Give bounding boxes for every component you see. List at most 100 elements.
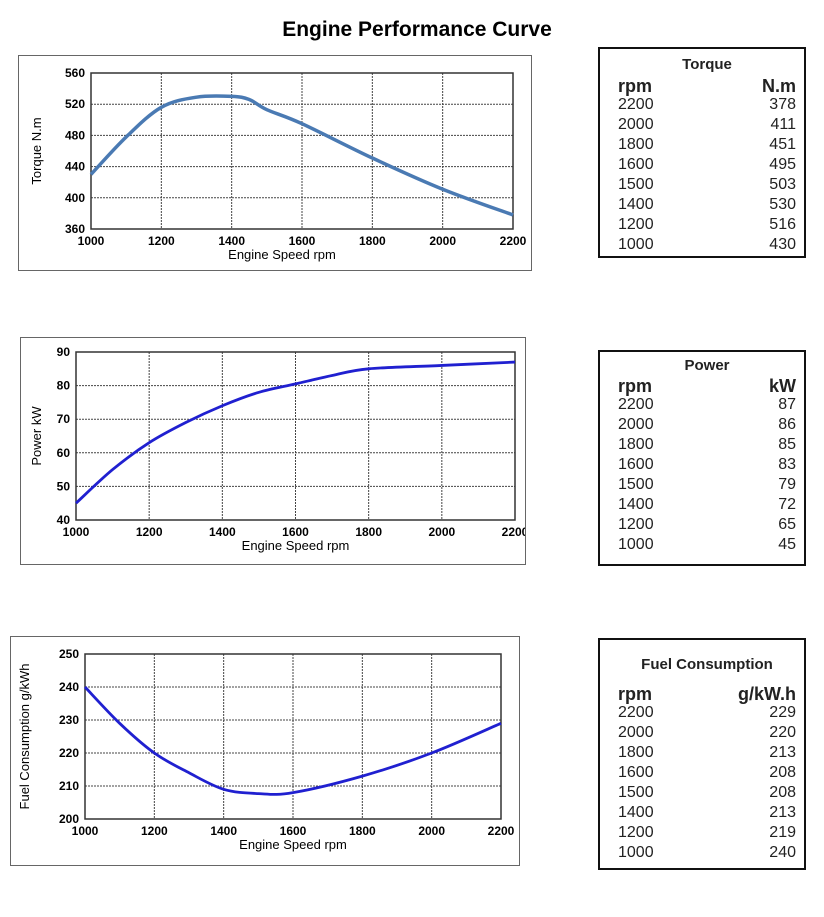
x-tick-label: 2000	[429, 234, 456, 248]
series-line	[83, 686, 502, 796]
x-tick-label: 1600	[280, 824, 307, 838]
col-rpm: rpm	[618, 376, 653, 396]
rpm-cell: 1600	[618, 764, 654, 781]
y-tick-label: 50	[57, 479, 71, 493]
y-tick-label: 220	[59, 746, 79, 760]
value-cell: 45	[778, 536, 796, 553]
x-tick-label: 1400	[218, 234, 245, 248]
value-cell: 72	[778, 496, 796, 513]
value-cell: 208	[769, 764, 796, 781]
rpm-cell: 1500	[618, 784, 654, 801]
table-row: 2200 229	[618, 703, 796, 723]
y-tick-label: 40	[57, 513, 71, 527]
power-chart: 1000 1200 1400 1600 1800 2000 2200 40 50 60 70 80 90…	[20, 337, 529, 565]
torque-table: Torque rpm N.m 2200 378 2000 411 1800 451 1600 49…	[598, 47, 806, 258]
y-tick-label: 90	[57, 345, 71, 359]
y-tick-label: 520	[65, 97, 85, 111]
x-axis-label: Engine Speed rpm	[228, 247, 336, 262]
value-cell: 530	[769, 196, 796, 213]
table-row: 2200 378	[618, 95, 796, 115]
table-row: 1000 45	[618, 535, 796, 555]
rpm-cell: 2200	[618, 704, 654, 721]
y-tick-label: 210	[59, 779, 79, 793]
rpm-cell: 1600	[618, 456, 654, 473]
table-row: 1000 240	[618, 843, 796, 863]
x-tick-label: 2000	[418, 824, 445, 838]
rpm-cell: 1400	[618, 496, 654, 513]
x-tick-label: 1200	[141, 824, 168, 838]
table-row: 1400 213	[618, 803, 796, 823]
y-axis-label: Power kW	[29, 406, 44, 466]
y-tick-label: 200	[59, 812, 79, 826]
rpm-cell: 1400	[618, 196, 654, 213]
table-row: 1400 72	[618, 495, 796, 515]
table-row: 1500 503	[618, 175, 796, 195]
table-header: rpm g/kW.h	[618, 685, 796, 703]
rpm-cell: 1500	[618, 476, 654, 493]
rpm-cell: 1800	[618, 744, 654, 761]
x-tick-label: 2000	[428, 525, 455, 539]
value-cell: 219	[769, 824, 796, 841]
rpm-cell: 1000	[618, 536, 654, 553]
rpm-cell: 1200	[618, 216, 654, 233]
x-tick-label: 1800	[355, 525, 382, 539]
table-title: Fuel Consumption	[641, 656, 773, 673]
x-axis-label: Engine Speed rpm	[242, 538, 350, 553]
table-row: 1000 430	[618, 235, 796, 255]
rpm-cell: 1800	[618, 436, 654, 453]
table-row: 1400 530	[618, 195, 796, 215]
y-tick-label: 240	[59, 680, 79, 694]
x-tick-label: 1400	[209, 525, 236, 539]
x-tick-label: 1400	[210, 824, 237, 838]
x-tick-label: 1800	[359, 234, 386, 248]
y-tick-label: 230	[59, 713, 79, 727]
value-cell: 516	[769, 216, 796, 233]
x-tick-label: 1600	[289, 234, 316, 248]
x-axis-label: Engine Speed rpm	[239, 837, 347, 852]
col-rpm: rpm	[618, 76, 653, 96]
value-cell: 86	[778, 416, 796, 433]
table-row: 1200 65	[618, 515, 796, 535]
rpm-cell: 1600	[618, 156, 654, 173]
y-tick-label: 60	[57, 446, 71, 460]
value-cell: 411	[770, 116, 796, 133]
col-value: g/kW.h	[738, 684, 796, 704]
table-row: 1600 83	[618, 455, 796, 475]
value-cell: 229	[769, 704, 796, 721]
y-tick-label: 360	[65, 222, 85, 236]
col-value: kW	[769, 376, 796, 396]
value-cell: 65	[778, 516, 796, 533]
rpm-cell: 2200	[618, 396, 654, 413]
table-row: 1500 208	[618, 783, 796, 803]
table-row: 1800 213	[618, 743, 796, 763]
plot-area	[84, 653, 502, 820]
rpm-cell: 2000	[618, 116, 654, 133]
x-tick-label: 2200	[500, 234, 527, 248]
value-cell: 79	[778, 476, 796, 493]
y-tick-label: 400	[65, 191, 85, 205]
value-cell: 495	[769, 156, 796, 173]
table-title: Torque	[682, 56, 732, 73]
torque-chart: 1000 1200 1400 1600 1800 2000 2200 360 400 440 480…	[18, 55, 532, 271]
table-header: rpm N.m	[618, 77, 796, 95]
x-tick-label: 1600	[282, 525, 309, 539]
table-header: rpm kW	[618, 377, 796, 395]
fuel-chart: 1000 1200 1400 1600 1800 2000 2200 200 210 220 230…	[10, 636, 520, 866]
rpm-cell: 2000	[618, 724, 654, 741]
table-row: 1200 219	[618, 823, 796, 843]
value-cell: 503	[769, 176, 796, 193]
rpm-cell: 1200	[618, 824, 654, 841]
power-table: Power rpm kW 2200 87 2000 86 1800 85 1600 83 1500 7…	[598, 350, 806, 566]
x-tick-label: 2200	[502, 525, 525, 539]
table-row: 1600 208	[618, 763, 796, 783]
value-cell: 213	[769, 744, 796, 761]
series-line	[89, 94, 514, 217]
y-tick-label: 440	[65, 160, 85, 174]
rpm-cell: 2000	[618, 416, 654, 433]
y-tick-label: 70	[57, 412, 71, 426]
y-tick-label: 80	[57, 379, 71, 393]
page-title: Engine Performance Curve	[282, 18, 552, 41]
plot-area	[75, 351, 516, 521]
table-row: 1200 516	[618, 215, 796, 235]
rpm-cell: 1000	[618, 236, 654, 253]
